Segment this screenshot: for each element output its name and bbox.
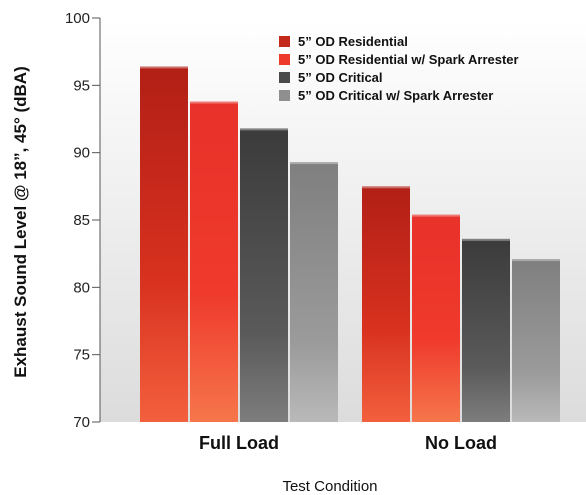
bar-no-load-series-2: [412, 214, 460, 422]
y-axis: 70 75 80 85 90 95 100: [65, 10, 101, 431]
bar-top-highlight: [240, 128, 288, 131]
y-tick-label: 100: [65, 10, 90, 27]
bar-group: [140, 66, 560, 423]
bar-full-load-series-1: [140, 66, 188, 422]
x-category-label: No Load: [425, 433, 497, 453]
bar-top-highlight: [512, 259, 560, 262]
legend-label: 5” OD Residential w/ Spark Arrester: [298, 52, 519, 67]
legend-swatch: [279, 54, 290, 65]
x-category-label: Full Load: [199, 433, 279, 453]
legend-swatch: [279, 72, 290, 83]
y-tick-label: 90: [73, 145, 90, 162]
legend-label: 5” OD Critical: [298, 70, 383, 85]
bar-top-highlight: [290, 162, 338, 165]
y-tick-label: 80: [73, 279, 90, 296]
bar-top-highlight: [362, 186, 410, 189]
legend-label: 5” OD Critical w/ Spark Arrester: [298, 88, 493, 103]
bar-no-load-series-1: [362, 186, 410, 422]
bar-no-load-series-4: [512, 259, 560, 422]
y-tick-label: 75: [73, 347, 90, 364]
bar-top-highlight: [462, 238, 510, 241]
legend-swatch: [279, 36, 290, 47]
x-axis: Full Load No Load: [199, 433, 497, 453]
y-tick-label: 85: [73, 212, 90, 229]
legend-swatch: [279, 90, 290, 101]
bar-top-highlight: [412, 214, 460, 217]
bar-full-load-series-2: [190, 101, 238, 422]
y-tick-label: 95: [73, 77, 90, 94]
x-axis-title: Test Condition: [282, 478, 377, 495]
y-tick-label: 70: [73, 414, 90, 431]
y-axis-title: Exhaust Sound Level @ 18”, 45° (dBA): [11, 66, 30, 378]
legend-label: 5” OD Residential: [298, 34, 408, 49]
bar-top-highlight: [140, 66, 188, 69]
bar-top-highlight: [190, 101, 238, 104]
bar-full-load-series-3: [240, 128, 288, 422]
bar-no-load-series-3: [462, 238, 510, 422]
legend: 5” OD Residential 5” OD Residential w/ Sp…: [279, 34, 519, 103]
bar-full-load-series-4: [290, 162, 338, 423]
